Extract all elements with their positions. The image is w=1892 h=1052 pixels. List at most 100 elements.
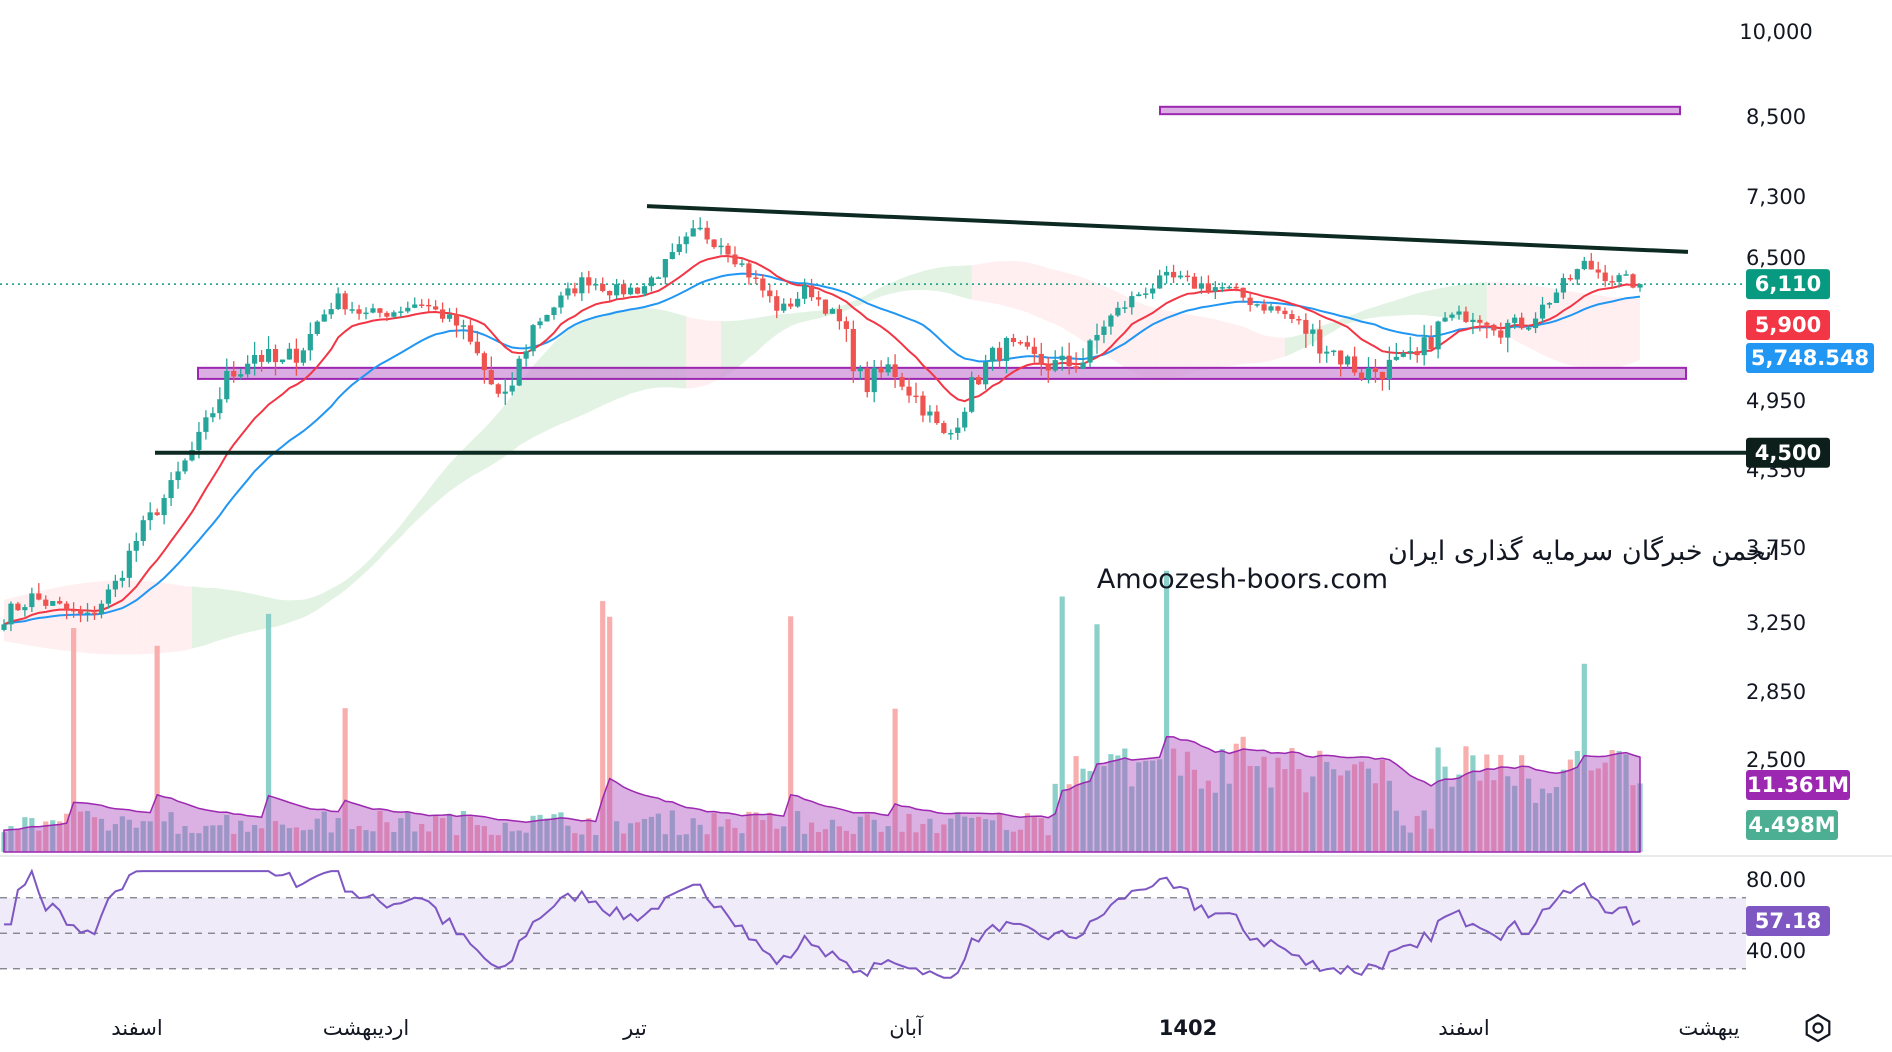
candle-body: [1379, 371, 1386, 380]
volume-bar: [1066, 784, 1072, 852]
candle-body: [586, 277, 592, 286]
volume-bar: [460, 811, 467, 852]
candle-body: [252, 354, 258, 364]
cloud-segment: [379, 540, 387, 559]
candle-body: [1150, 288, 1156, 294]
volume-bar: [1177, 775, 1184, 852]
candle-body: [1073, 366, 1079, 369]
candle-body: [565, 288, 571, 296]
volume-bar: [1491, 780, 1497, 852]
volume-bar: [634, 822, 641, 852]
volume-bar: [154, 645, 160, 852]
volume-bar: [1484, 754, 1490, 852]
candle-body: [1519, 317, 1525, 329]
volume-bar: [1616, 750, 1622, 852]
candle-body: [781, 303, 787, 311]
cloud-segment: [1577, 292, 1585, 368]
volume-bar: [767, 812, 773, 852]
candle-body: [203, 417, 209, 432]
candle-body: [662, 259, 668, 278]
candle-body: [767, 290, 773, 297]
cloud-segment: [386, 533, 394, 551]
volume-ma-badge-label: 11.361M: [1747, 773, 1849, 797]
time-axis[interactable]: اسفند اردیبهشت تیر آبان 1402 اسفند یبهشت: [111, 1015, 1739, 1040]
cloud-segment: [797, 312, 805, 324]
candle-body: [676, 244, 682, 253]
candle-body: [641, 286, 648, 294]
volume-bar: [690, 818, 696, 852]
volume-bar: [927, 818, 933, 852]
volume-bar: [71, 628, 77, 852]
candle-body: [1338, 350, 1344, 365]
candle-body: [217, 399, 223, 414]
volume-bar: [1157, 759, 1163, 852]
volume-bar: [1282, 769, 1288, 852]
volume-bar: [1212, 792, 1218, 852]
cloud-segment: [1159, 309, 1167, 379]
candle-body: [1143, 293, 1149, 295]
cloud-segment: [400, 516, 408, 537]
volume-bar: [8, 826, 14, 852]
candle-body: [1365, 367, 1372, 380]
candle-body: [147, 512, 153, 521]
candle-body: [955, 427, 961, 433]
volume-bar: [1289, 748, 1295, 852]
volume-bar: [662, 834, 668, 852]
cloud-segment: [421, 489, 429, 516]
cloud-segment: [1535, 285, 1543, 355]
volume-bar: [739, 833, 745, 852]
volume-bar: [1261, 756, 1267, 852]
volume-bar: [829, 819, 836, 852]
cloud-segment: [477, 428, 485, 474]
candle-body: [655, 277, 661, 279]
rsi-tick-label: 40.00: [1746, 939, 1806, 963]
candle-body: [1101, 326, 1107, 335]
candle-body: [1595, 269, 1601, 273]
volume-badge-label: 4.498M: [1748, 813, 1835, 837]
volume-bar: [36, 830, 42, 852]
volume-bar: [453, 835, 460, 852]
cloud-segment: [247, 592, 255, 633]
candle-body: [1164, 271, 1170, 276]
candle-body: [732, 254, 738, 265]
price-axis[interactable]: 10,0008,5007,3006,5005,5004,9504,3503,75…: [1739, 20, 1812, 772]
cloud-segment: [1549, 287, 1557, 361]
cloud-segment: [1612, 297, 1620, 369]
volume-bar: [84, 810, 91, 852]
volume-bar: [1059, 596, 1065, 852]
volume-bar: [217, 825, 223, 852]
candle-body: [224, 371, 230, 400]
volume-bar: [147, 821, 153, 852]
candle-body: [801, 285, 808, 299]
cloud-segment: [115, 580, 123, 655]
volume-bar: [1122, 748, 1128, 852]
volume-bar: [718, 826, 724, 852]
cloud-segment: [463, 441, 471, 482]
cloud-segment: [393, 525, 401, 544]
candle-body: [57, 600, 63, 604]
volume-bar: [530, 815, 536, 852]
rsi-axis[interactable]: 80.00 40.00: [1746, 868, 1806, 963]
cloud-segment: [714, 320, 722, 382]
cloud-segment: [352, 569, 360, 585]
candle-body: [502, 391, 508, 394]
cloud-segment: [1438, 287, 1446, 318]
cloud-segment: [296, 599, 304, 621]
volume-bar: [98, 818, 105, 852]
cloud-segment: [804, 311, 812, 322]
cloud-segment: [616, 309, 624, 400]
cloud-segment: [1173, 311, 1181, 377]
gear-icon[interactable]: [1805, 1013, 1831, 1043]
volume-bar: [300, 830, 306, 852]
volume-bar: [1519, 755, 1525, 852]
volume-bar: [384, 822, 390, 852]
volume-bar: [1421, 810, 1427, 852]
volume-bar: [314, 818, 320, 852]
candle-body: [36, 593, 42, 600]
volume-bar: [1010, 831, 1017, 852]
ma-fast-badge-label: 5,900: [1755, 313, 1821, 337]
candlesticks: [1, 217, 1643, 632]
cloud-segment: [1194, 315, 1202, 373]
cloud-segment: [922, 269, 930, 291]
